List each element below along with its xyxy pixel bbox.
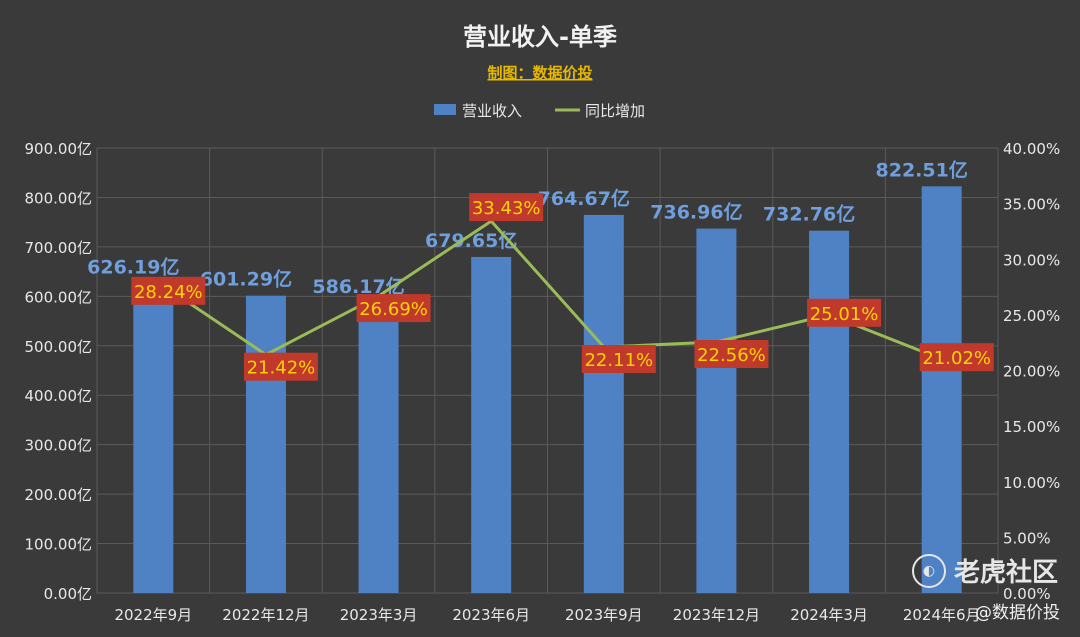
revenue-bar <box>358 303 399 593</box>
revenue-value-label: 736.96亿 <box>650 201 742 224</box>
yoy-label-box <box>919 343 994 372</box>
yoy-label-box <box>131 276 206 305</box>
legend-label-yoy: 同比增加 <box>585 102 645 120</box>
revenue-bar <box>245 295 286 593</box>
revenue-value-label: 601.29亿 <box>200 268 292 291</box>
y-right-tick-label: 35.00% <box>1003 196 1060 214</box>
y-right-tick-label: 25.00% <box>1003 307 1060 325</box>
y-left-tick-label: 700.00亿 <box>25 239 93 257</box>
legend-label-revenue: 营业收入 <box>462 102 522 120</box>
y-left-tick-label: 100.00亿 <box>25 536 93 554</box>
revenue-bar <box>471 256 512 593</box>
y-left-tick-label: 600.00亿 <box>25 288 93 306</box>
chart-title: 营业收入-单季 <box>463 23 617 51</box>
x-tick-label: 2023年9月 <box>565 606 643 624</box>
yoy-value-label: 33.43% <box>472 198 541 219</box>
revenue-value-label: 764.67亿 <box>538 187 630 210</box>
yoy-value-label: 21.42% <box>247 358 316 379</box>
y-left-tick-label: 400.00亿 <box>25 387 93 405</box>
yoy-value-label: 22.11% <box>584 350 653 371</box>
legend-swatch-revenue <box>434 104 456 115</box>
yoy-value-label: 22.56% <box>697 345 766 366</box>
y-right-tick-label: 10.00% <box>1003 474 1060 492</box>
revenue-value-label: 732.76亿 <box>763 203 855 226</box>
y-right-tick-label: 40.00% <box>1003 140 1060 158</box>
y-left-tick-label: 900.00亿 <box>25 140 93 158</box>
yoy-label-box <box>243 352 318 381</box>
y-left-tick-label: 500.00亿 <box>25 338 93 356</box>
yoy-label-box <box>469 193 544 222</box>
x-tick-label: 2022年12月 <box>222 606 309 624</box>
watermark-text: 老虎社区 <box>953 558 1058 588</box>
y-right-tick-label: 30.00% <box>1003 251 1060 269</box>
chart-subtitle: 制图：数据价投 <box>487 64 592 82</box>
watermark: ◐ 老虎社区 <box>911 552 1058 589</box>
revenue-bar <box>133 283 174 593</box>
y-left-tick-label: 0.00亿 <box>44 585 92 603</box>
y-left-tick-label: 300.00亿 <box>25 437 93 455</box>
revenue-bar <box>583 214 624 594</box>
x-tick-label: 2024年6月 <box>903 606 981 624</box>
revenue-value-label: 822.51亿 <box>876 158 968 181</box>
yoy-value-label: 28.24% <box>134 282 203 303</box>
yoy-label-box <box>581 345 656 374</box>
yoy-value-label: 25.01% <box>810 304 879 325</box>
source-tag: @数据价投 <box>975 603 1060 623</box>
revenue-bar <box>809 230 850 593</box>
yoy-label-box <box>356 294 431 323</box>
yoy-value-label: 26.69% <box>359 299 428 320</box>
tiger-logo-icon: ◐ <box>911 553 946 588</box>
y-right-tick-label: 15.00% <box>1003 418 1060 436</box>
revenue-bar <box>696 228 737 593</box>
y-right-tick-label: 5.00% <box>1003 529 1051 547</box>
yoy-value-label: 21.02% <box>922 348 991 369</box>
x-tick-label: 2023年3月 <box>340 606 418 624</box>
x-tick-label: 2022年9月 <box>114 606 192 624</box>
y-right-tick-label: 20.00% <box>1003 363 1060 381</box>
revenue-value-label: 626.19亿 <box>87 255 179 278</box>
y-left-tick-label: 200.00亿 <box>25 486 93 504</box>
x-tick-label: 2023年6月 <box>452 606 530 624</box>
revenue-value-label: 679.65亿 <box>425 229 517 252</box>
revenue-bar <box>921 186 962 593</box>
yoy-label-box <box>694 340 769 369</box>
x-tick-label: 2024年3月 <box>790 606 868 624</box>
yoy-label-box <box>807 298 882 327</box>
x-tick-label: 2023年12月 <box>673 606 760 624</box>
y-left-tick-label: 800.00亿 <box>25 189 93 207</box>
y-right-tick-label: 0.00% <box>1003 585 1051 603</box>
